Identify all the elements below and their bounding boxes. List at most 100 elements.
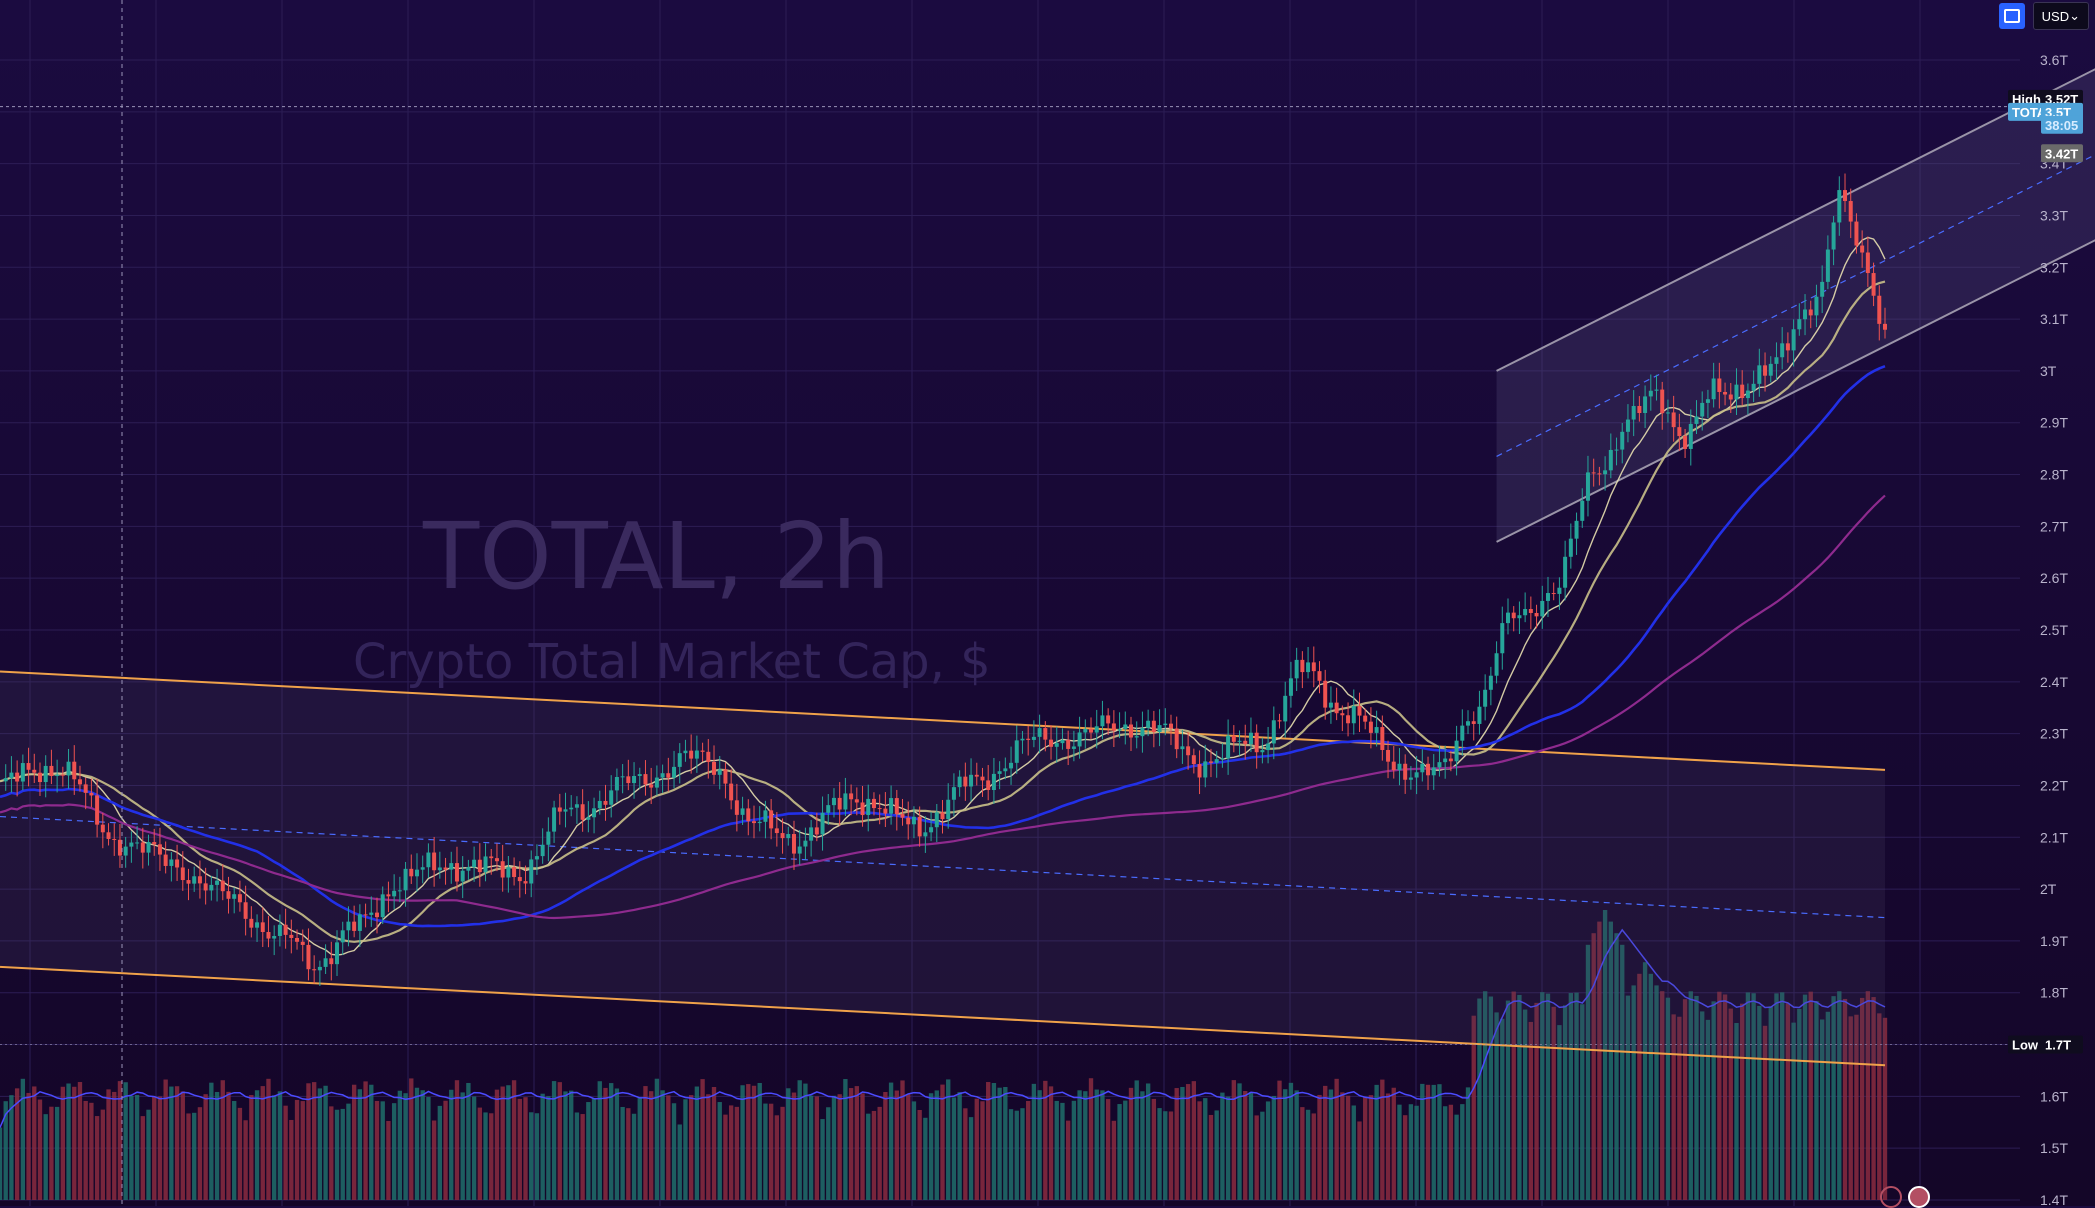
axis-tick-label: 1.6T xyxy=(2040,1088,2068,1104)
candle-body xyxy=(272,935,277,939)
candle-body xyxy=(677,753,682,767)
volume-bar xyxy=(1334,1078,1339,1200)
volume-bar xyxy=(826,1107,831,1200)
candle-body xyxy=(215,880,220,885)
volume-bar xyxy=(1620,944,1625,1200)
candle-body xyxy=(1540,600,1545,617)
candle-body xyxy=(266,932,271,939)
candle-body xyxy=(1357,706,1362,716)
candle-body xyxy=(894,798,899,815)
volume-bar xyxy=(209,1082,214,1200)
volume-bar xyxy=(1043,1080,1048,1200)
candle-body xyxy=(1408,777,1413,780)
volume-bar xyxy=(1117,1104,1122,1200)
candle-body xyxy=(552,807,557,832)
volume-bar xyxy=(791,1092,797,1200)
volume-bar xyxy=(517,1098,522,1200)
currency-selector[interactable]: USD ⌄ xyxy=(2032,2,2089,30)
volume-bar xyxy=(808,1095,814,1200)
price-tag-name-bg xyxy=(2008,102,2044,121)
volume-bar xyxy=(266,1078,271,1200)
candle-body xyxy=(1671,412,1676,428)
candle-body xyxy=(1089,728,1094,733)
candle-body xyxy=(1774,357,1779,364)
flag-icon[interactable] xyxy=(1908,1186,1930,1208)
candle-body xyxy=(283,924,288,935)
candle-body xyxy=(1077,732,1082,747)
volume-bar xyxy=(814,1096,820,1200)
volume-bar xyxy=(1197,1101,1202,1200)
volume-bar xyxy=(226,1091,231,1200)
volume-bar xyxy=(1705,1019,1711,1200)
candle-body xyxy=(969,774,974,787)
volume-bar xyxy=(1482,991,1488,1200)
candle-body xyxy=(357,914,362,931)
price-axis[interactable]: 1.4T 1.5T 1.6T 1.7T 1.8T 1.9T 2T 2.1T 2.2T 2.3T 2.… xyxy=(2040,52,2068,1206)
candle-body xyxy=(483,856,488,873)
candle-body xyxy=(523,881,528,884)
candle-body xyxy=(1311,662,1316,672)
volume-bar xyxy=(694,1086,700,1200)
candle-body xyxy=(534,856,539,860)
volume-bar xyxy=(1500,1018,1505,1200)
axis-tick-label: 3T xyxy=(2040,363,2057,379)
ma-200-line xyxy=(0,494,1886,920)
volume-bar xyxy=(1791,1022,1796,1200)
volume-bar xyxy=(1580,1004,1585,1200)
candle-body xyxy=(1511,612,1516,619)
volume-bar xyxy=(1534,1002,1539,1200)
volume-bar xyxy=(974,1098,979,1200)
volume-bar xyxy=(89,1102,94,1200)
volume-bar xyxy=(1471,1015,1476,1200)
volume-bar xyxy=(1163,1111,1168,1200)
candle-body xyxy=(1334,702,1339,714)
price-tag-name: Low xyxy=(2012,1038,2039,1053)
volume-bar xyxy=(1140,1091,1145,1200)
candle-body xyxy=(312,969,317,971)
price-tag-value: 38:05 xyxy=(2045,118,2078,133)
volume-bar xyxy=(157,1096,163,1200)
candle-body xyxy=(192,876,197,884)
candle-body xyxy=(837,797,842,810)
volume-bar xyxy=(466,1082,471,1200)
volume-bar xyxy=(991,1083,997,1200)
volume-bar xyxy=(277,1091,283,1200)
candle-body xyxy=(517,877,522,882)
axis-tick-label: 1.8T xyxy=(2040,985,2068,1001)
volume-bar xyxy=(831,1095,837,1200)
volume-bar xyxy=(1437,1084,1442,1200)
volume-bar xyxy=(1174,1088,1179,1200)
sync-button[interactable] xyxy=(1998,3,2025,29)
volume-bar xyxy=(1368,1095,1374,1200)
volume-bar xyxy=(637,1097,642,1200)
volume-bar xyxy=(1003,1087,1008,1200)
candle-body xyxy=(660,773,665,778)
lightning-icon[interactable] xyxy=(1880,1186,1902,1208)
candle-body xyxy=(603,800,608,805)
candle-body xyxy=(9,772,14,779)
candle-body xyxy=(1603,470,1608,475)
volume-bar xyxy=(129,1095,134,1200)
candle-body xyxy=(1368,721,1373,733)
volume-bar xyxy=(540,1093,545,1200)
candle-body xyxy=(1631,405,1636,420)
volume-bar xyxy=(489,1113,494,1200)
volume-bar xyxy=(683,1099,688,1200)
volume-bar xyxy=(700,1079,705,1200)
candle-body xyxy=(820,812,825,835)
volume-bar xyxy=(1225,1096,1231,1200)
volume-bar xyxy=(1677,1016,1682,1200)
candle-body xyxy=(489,856,494,859)
candle-body xyxy=(306,944,311,970)
candle-body xyxy=(197,876,202,884)
candle-body xyxy=(249,918,254,928)
volume-bar xyxy=(780,1106,785,1200)
candle-body xyxy=(1517,615,1522,619)
candle-body xyxy=(911,816,916,825)
candle-body xyxy=(1340,713,1345,716)
volume-bar xyxy=(580,1114,585,1200)
candle-body xyxy=(746,808,751,822)
volume-bar xyxy=(14,1088,20,1200)
candle-body xyxy=(83,784,88,793)
